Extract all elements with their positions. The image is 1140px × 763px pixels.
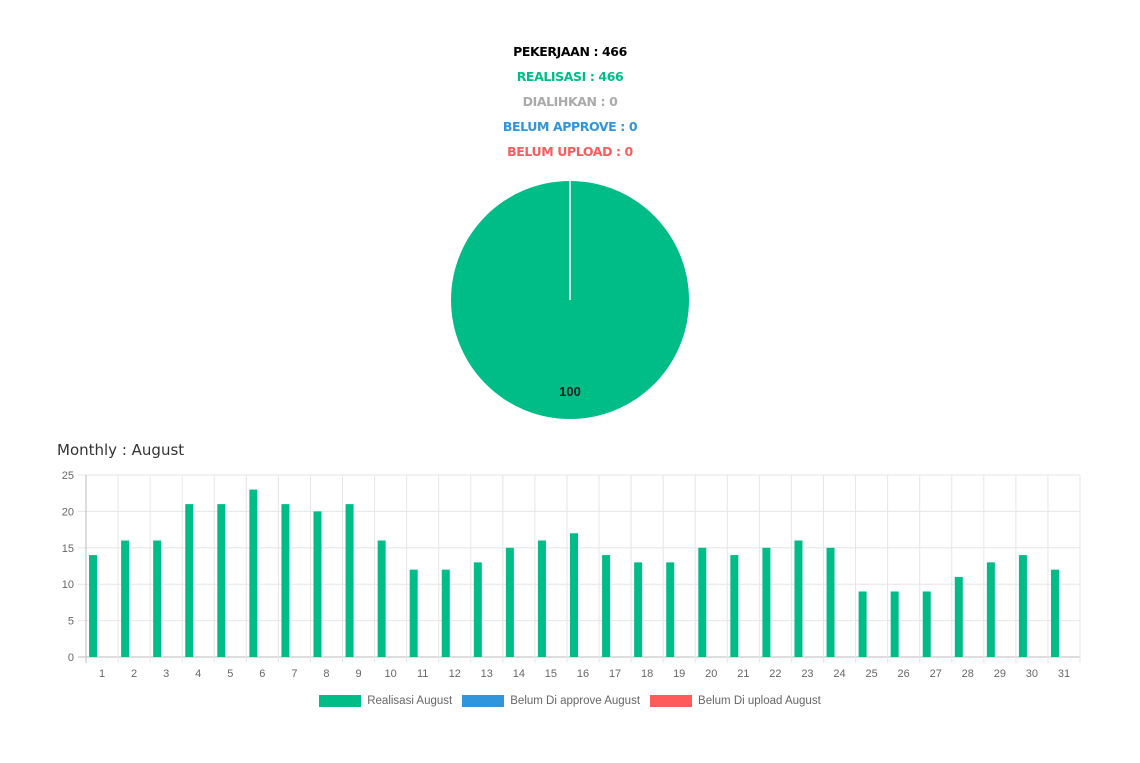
x-tick-label: 10: [384, 668, 396, 680]
x-tick-label: 28: [962, 668, 974, 680]
x-tick-label: 25: [865, 668, 877, 680]
bar-realisasi-august-30[interactable]: [1018, 555, 1027, 657]
bar-realisasi-august-31[interactable]: [1050, 569, 1059, 657]
bar-realisasi-august-26[interactable]: [890, 591, 899, 657]
x-tick-label: 19: [673, 668, 685, 680]
summary-block: PEKERJAAN : 466 REALISASI : 466 DIALIHKA…: [0, 42, 1140, 167]
x-tick-label: 18: [641, 668, 653, 680]
y-tick-label: 15: [62, 543, 74, 555]
bar-realisasi-august-11[interactable]: [409, 569, 418, 657]
y-tick-label: 5: [68, 616, 74, 628]
x-tick-label: 13: [481, 668, 493, 680]
x-tick-label: 23: [801, 668, 813, 680]
bar-realisasi-august-2[interactable]: [121, 540, 130, 657]
bar-realisasi-august-28[interactable]: [954, 576, 963, 657]
bar-realisasi-august-13[interactable]: [473, 562, 482, 657]
bar-realisasi-august-16[interactable]: [570, 533, 579, 657]
x-tick-label: 6: [259, 668, 265, 680]
x-tick-label: 3: [163, 668, 169, 680]
legend-swatch: [462, 695, 505, 707]
bar-realisasi-august-17[interactable]: [602, 555, 611, 657]
x-tick-label: 15: [545, 668, 557, 680]
bar-realisasi-august-19[interactable]: [666, 562, 675, 657]
x-tick-label: 14: [513, 668, 525, 680]
x-tick-label: 16: [577, 668, 589, 680]
belum-upload-count: BELUM UPLOAD : 0: [507, 144, 633, 159]
bar-realisasi-august-6[interactable]: [249, 489, 258, 657]
bar-realisasi-august-18[interactable]: [634, 562, 643, 657]
y-tick-label: 10: [62, 579, 74, 591]
bar-realisasi-august-7[interactable]: [281, 504, 290, 657]
legend-swatch: [650, 695, 693, 707]
x-tick-label: 30: [1026, 668, 1038, 680]
legend-label: Belum Di approve August: [510, 695, 641, 707]
pie-data-label: 100: [559, 384, 581, 399]
bar-realisasi-august-3[interactable]: [153, 540, 162, 657]
x-tick-label: 9: [355, 668, 361, 680]
bar-realisasi-august-5[interactable]: [217, 504, 226, 657]
x-tick-label: 4: [195, 668, 201, 680]
legend-label: Belum Di upload August: [698, 695, 821, 707]
x-tick-label: 11: [417, 668, 428, 680]
y-tick-label: 20: [62, 506, 74, 518]
x-tick-label: 26: [898, 668, 910, 680]
belum-approve-count: BELUM APPROVE : 0: [502, 119, 638, 134]
bar-realisasi-august-8[interactable]: [313, 511, 322, 657]
bar-realisasi-august-10[interactable]: [377, 540, 386, 657]
realisasi-count: REALISASI : 466: [516, 69, 624, 84]
x-tick-label: 8: [323, 668, 329, 680]
x-tick-label: 31: [1058, 668, 1070, 680]
bar-realisasi-august-15[interactable]: [537, 540, 546, 657]
bar-realisasi-august-4[interactable]: [185, 504, 194, 657]
x-tick-label: 5: [227, 668, 233, 680]
x-tick-label: 12: [449, 668, 461, 680]
legend-swatch: [319, 695, 362, 707]
dialihkan-count: DIALIHKAN : 0: [522, 94, 618, 109]
bar-realisasi-august-27[interactable]: [922, 591, 931, 657]
legend-item[interactable]: Belum Di approve August: [462, 695, 640, 707]
bar-realisasi-august-25[interactable]: [858, 591, 867, 657]
monthly-title: Monthly : August: [57, 441, 185, 459]
chart-legend[interactable]: Realisasi August Belum Di approve August B…: [0, 695, 1140, 707]
bar-realisasi-august-20[interactable]: [698, 547, 707, 657]
bar-realisasi-august-9[interactable]: [345, 504, 354, 657]
x-tick-label: 2: [131, 668, 137, 680]
bar-realisasi-august-23[interactable]: [794, 540, 803, 657]
y-tick-label: 0: [68, 652, 74, 664]
bar-realisasi-august-21[interactable]: [730, 555, 739, 657]
x-tick-label: 27: [930, 668, 942, 680]
bar-realisasi-august-12[interactable]: [441, 569, 450, 657]
legend-label: Realisasi August: [367, 695, 453, 707]
x-tick-label: 20: [705, 668, 717, 680]
x-tick-label: 21: [737, 668, 749, 680]
legend-item[interactable]: Belum Di upload August: [650, 695, 821, 707]
y-tick-label: 25: [62, 470, 74, 482]
x-tick-label: 29: [994, 668, 1006, 680]
x-tick-label: 1: [99, 668, 105, 680]
x-tick-label: 7: [291, 668, 297, 680]
x-tick-label: 24: [833, 668, 845, 680]
bar-realisasi-august-24[interactable]: [826, 547, 835, 657]
pie-chart[interactable]: 100: [440, 170, 700, 430]
bar-realisasi-august-29[interactable]: [986, 562, 995, 657]
legend-item[interactable]: Realisasi August: [319, 695, 452, 707]
bar-realisasi-august-1[interactable]: [89, 555, 98, 657]
pekerjaan-count: PEKERJAAN : 466: [513, 44, 627, 59]
bar-realisasi-august-22[interactable]: [762, 547, 771, 657]
x-tick-label: 17: [609, 668, 621, 680]
x-tick-label: 22: [769, 668, 781, 680]
bar-realisasi-august-14[interactable]: [505, 547, 514, 657]
